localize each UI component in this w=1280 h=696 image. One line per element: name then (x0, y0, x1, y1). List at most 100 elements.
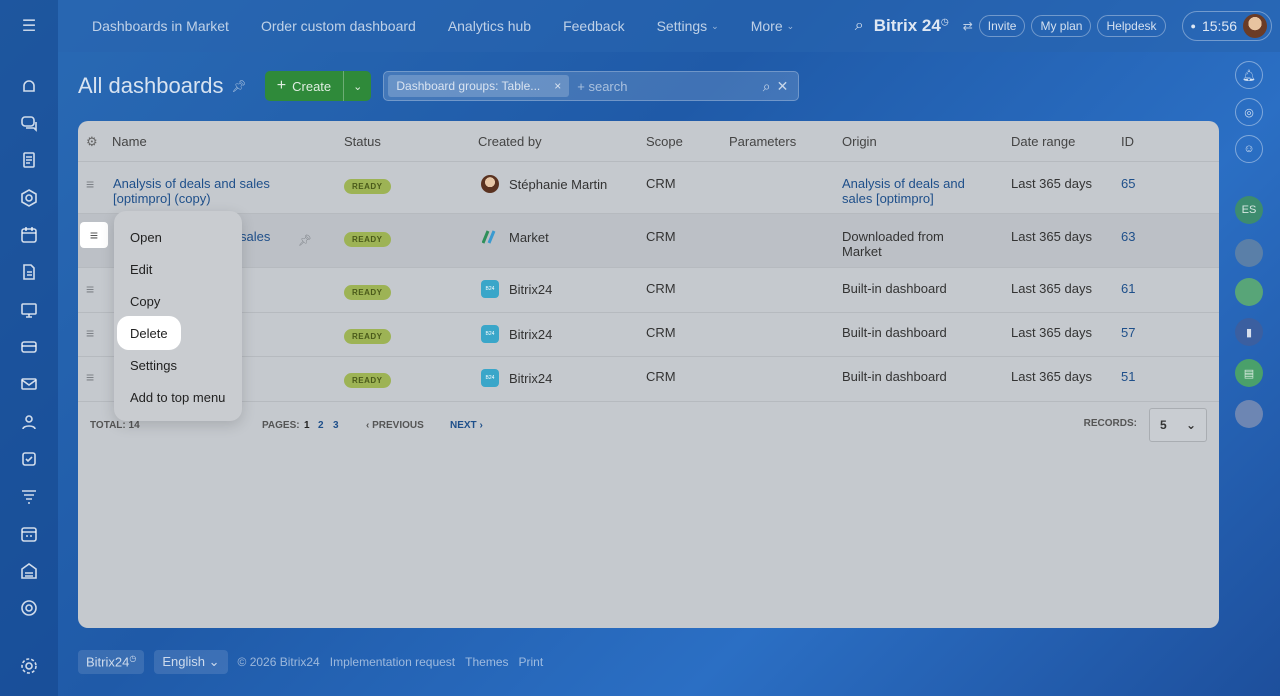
created-by-cell: B24 Bitrix24 (481, 369, 552, 387)
nav-dashboards-in-market[interactable]: Dashboards in Market (76, 18, 245, 34)
table-row[interactable]: ≡ READY B24 Bitrix24 CRM Built-in dashboa… (78, 312, 1219, 356)
menu-edit[interactable]: Edit (130, 262, 153, 277)
col-date-range[interactable]: Date range (1011, 134, 1076, 149)
notes-icon[interactable]: ▤ (1235, 359, 1263, 387)
card-icon[interactable] (14, 332, 44, 362)
page-1-link[interactable]: 1 (304, 420, 310, 431)
menu-open[interactable]: Open (130, 230, 162, 245)
row-menu-icon[interactable]: ≡ (86, 369, 95, 385)
target-icon[interactable] (14, 593, 44, 623)
bell-icon[interactable]: 🔔︎ (1235, 61, 1263, 89)
dashboard-name-link[interactable]: Analysis of deals and sales [optimpro] (… (113, 176, 270, 206)
search-input[interactable] (569, 78, 763, 94)
footer-brand-button[interactable]: Bitrix24◷ (78, 650, 145, 674)
scope-cell: CRM (646, 369, 676, 384)
dashboard-name-link[interactable]: sales (240, 229, 271, 244)
nav-analytics-hub[interactable]: Analytics hub (432, 18, 547, 34)
brand-logo: Bitrix 24◷ (874, 16, 949, 36)
col-origin[interactable]: Origin (842, 134, 877, 149)
table-row[interactable]: sales 📌︎ READY Market CRM Downloaded fro… (78, 213, 1219, 267)
menu-delete[interactable]: Delete (117, 316, 181, 350)
tasks-icon[interactable] (14, 444, 44, 474)
table-settings-gear-icon[interactable]: ⚙ (86, 134, 98, 149)
my-plan-button[interactable]: My plan (1031, 15, 1092, 37)
page-2-link[interactable]: 2 (318, 420, 324, 431)
dashboards-table-card: ⚙ Name Status Created by Scope Parameter… (78, 121, 1219, 628)
themes-link[interactable]: Themes (465, 655, 509, 669)
nav-feedback[interactable]: Feedback (547, 18, 640, 34)
copilot-icon[interactable]: ◎ (1235, 98, 1263, 126)
hexagon-icon[interactable] (14, 183, 44, 213)
col-parameters[interactable]: Parameters (729, 134, 797, 149)
search-icon[interactable]: ⌕ (762, 77, 771, 94)
chat-icon[interactable] (14, 108, 44, 138)
feed-icon[interactable] (14, 71, 44, 101)
filter-tag-close-icon[interactable]: × (554, 79, 562, 93)
create-main[interactable]: + Create (265, 71, 345, 101)
col-status[interactable]: Status (344, 134, 381, 149)
id-cell[interactable]: 51 (1121, 369, 1136, 384)
print-link[interactable]: Print (518, 655, 544, 669)
table-row[interactable]: ≡ READY B24 Bitrix24 CRM Built-in dashboa… (78, 267, 1219, 312)
chat-avatar-3[interactable] (1235, 400, 1263, 428)
records-per-page-select[interactable]: 5 ⌄ (1149, 408, 1207, 442)
col-scope[interactable]: Scope (646, 134, 683, 149)
calendar-icon[interactable] (14, 220, 44, 250)
page-3-link[interactable]: 3 (333, 420, 339, 431)
helpdesk-button[interactable]: Helpdesk (1097, 15, 1166, 37)
mail-icon[interactable] (14, 369, 44, 399)
next-link[interactable]: NEXT › (450, 420, 483, 431)
implementation-request-link[interactable]: Implementation request (329, 655, 456, 669)
col-id[interactable]: ID (1121, 134, 1134, 149)
search-icon[interactable]: ⌕ (854, 17, 864, 34)
row-menu-button-active[interactable]: ≡ (80, 222, 108, 248)
clear-icon[interactable]: ✕ (776, 77, 789, 94)
schedule-icon[interactable] (14, 519, 44, 549)
col-created-by[interactable]: Created by (478, 134, 542, 149)
menu-hamburger-icon[interactable]: ☰ (21, 18, 37, 35)
create-dropdown-icon[interactable]: ⌄ (353, 80, 363, 93)
id-cell[interactable]: 63 (1121, 229, 1136, 244)
nav-order-custom-dashboard[interactable]: Order custom dashboard (245, 18, 432, 34)
files-icon[interactable] (14, 257, 44, 287)
invite-button[interactable]: Invite (978, 15, 1026, 37)
row-menu-icon[interactable]: ≡ (86, 176, 95, 192)
filter-tag[interactable]: Dashboard groups: Table... × (388, 75, 570, 97)
messenger-icon[interactable]: ☺ (1235, 135, 1263, 163)
table-row[interactable]: ≡ READY B24 Bitrix24 CRM Built-in dashboa… (78, 356, 1219, 401)
menu-copy[interactable]: Copy (130, 294, 161, 309)
pin-icon[interactable]: 📌︎ (298, 235, 312, 247)
create-button[interactable]: + Create ⌄ (264, 71, 372, 101)
menu-add-to-top-menu[interactable]: Add to top menu (130, 390, 226, 405)
previous-link[interactable]: ‹ PREVIOUS (366, 420, 424, 431)
store-icon[interactable] (14, 556, 44, 586)
bookmark-icon[interactable]: ▮ (1235, 318, 1263, 346)
nav-settings[interactable]: Settings ⌄ (641, 18, 735, 34)
row-menu-icon[interactable]: ≡ (86, 325, 95, 341)
chat-avatar-1[interactable] (1235, 239, 1263, 267)
user-initials-avatar[interactable]: ES (1235, 196, 1263, 224)
settings-gear-icon[interactable] (14, 651, 44, 681)
clock-widget[interactable]: ● 15:56 (1181, 11, 1272, 41)
funnel-icon[interactable] (14, 481, 44, 511)
contacts-icon[interactable] (14, 407, 44, 437)
left-sidebar: ☰ (0, 0, 58, 696)
col-name[interactable]: Name (112, 134, 147, 149)
chat-avatar-2[interactable] (1235, 278, 1263, 306)
row-menu-icon[interactable]: ≡ (86, 281, 95, 297)
table-row[interactable]: ≡ Analysis of deals and sales [optimpro]… (78, 161, 1219, 213)
nav-more[interactable]: More ⌄ (735, 18, 810, 34)
id-cell[interactable]: 65 (1121, 176, 1136, 191)
chevron-down-icon: ⌄ (1185, 418, 1196, 432)
origin-link[interactable]: Analysis of deals and sales [optimpro] (842, 176, 965, 206)
user-avatar[interactable] (1243, 14, 1267, 38)
pin-icon[interactable]: 📌︎ (231, 79, 247, 93)
id-cell[interactable]: 61 (1121, 281, 1136, 296)
document-icon[interactable] (14, 145, 44, 175)
language-selector[interactable]: English ⌄ (154, 650, 228, 674)
filter-search-box[interactable]: Dashboard groups: Table...× ⌕ ✕ (383, 71, 800, 101)
menu-settings[interactable]: Settings (130, 358, 177, 373)
switch-icon[interactable]: ⇄ (962, 19, 973, 33)
board-icon[interactable] (14, 295, 44, 325)
id-cell[interactable]: 57 (1121, 325, 1136, 340)
